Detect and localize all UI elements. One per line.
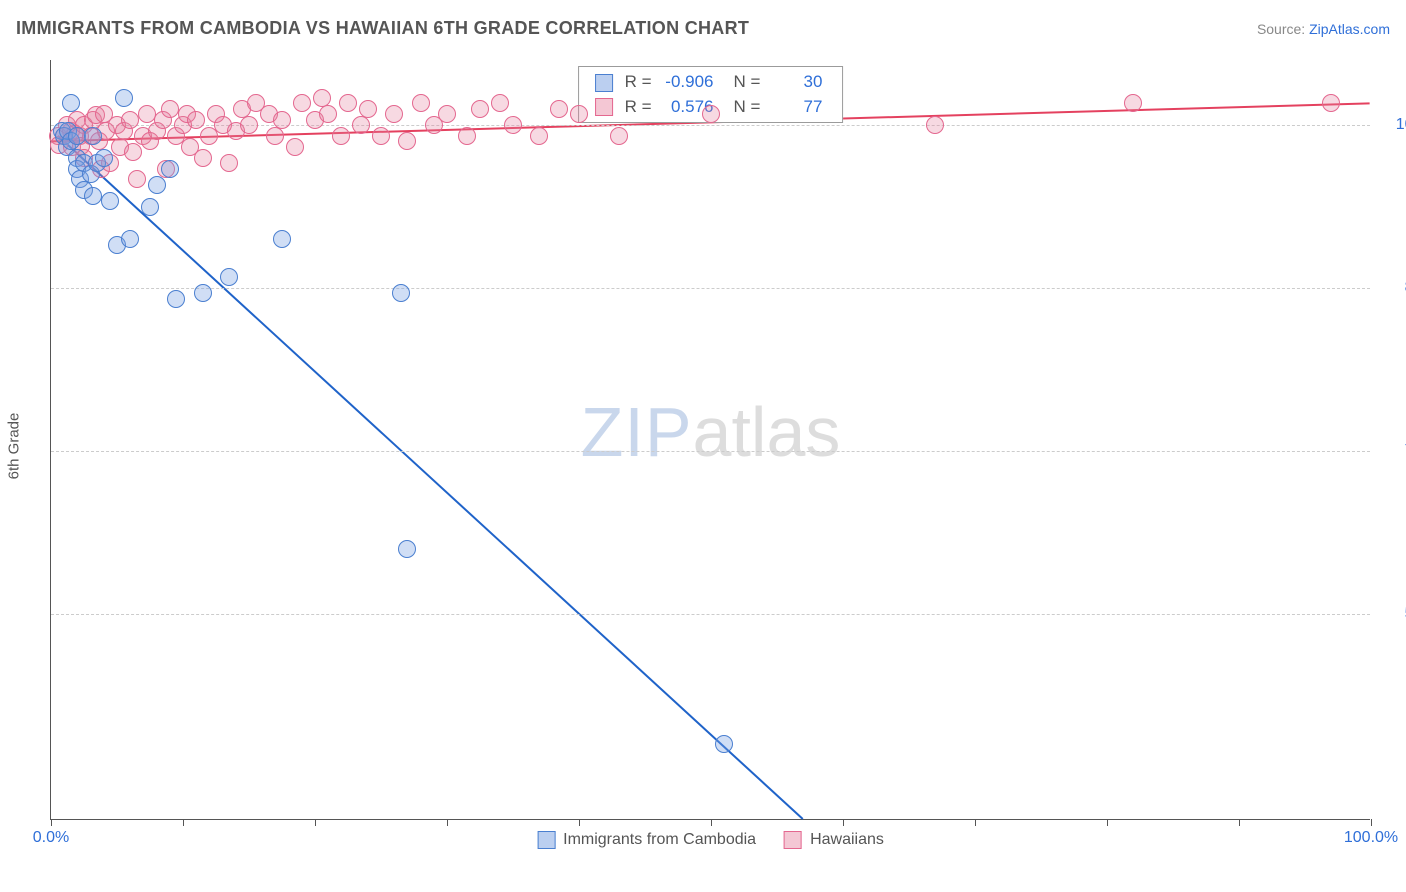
data-point [273, 111, 291, 129]
bottom-legend-label: Hawaiians [810, 831, 884, 849]
legend-stat-row: R =-0.906N =30 [589, 70, 829, 95]
legend-r-label: R = [619, 70, 658, 95]
data-point [187, 111, 205, 129]
data-point [240, 116, 258, 134]
y-tick-label: 55.0% [1380, 605, 1406, 623]
data-point [319, 105, 337, 123]
data-point [121, 230, 139, 248]
data-point [530, 127, 548, 145]
legend-r-value: -0.906 [658, 70, 720, 95]
y-tick-label: 85.0% [1380, 279, 1406, 297]
x-tick-label: 0.0% [33, 829, 69, 847]
x-tick [315, 819, 316, 826]
data-point [161, 100, 179, 118]
data-point [458, 127, 476, 145]
data-point [161, 160, 179, 178]
x-tick [1371, 819, 1372, 826]
x-tick [1239, 819, 1240, 826]
data-point [220, 154, 238, 172]
data-point [62, 94, 80, 112]
data-point [359, 100, 377, 118]
legend-n-label: N = [720, 95, 767, 120]
x-tick [447, 819, 448, 826]
data-point [115, 89, 133, 107]
x-tick [711, 819, 712, 826]
data-point [471, 100, 489, 118]
watermark-zip: ZIP [581, 393, 693, 471]
watermark-atlas: atlas [693, 393, 841, 471]
data-point [84, 187, 102, 205]
data-point [926, 116, 944, 134]
x-tick [975, 819, 976, 826]
data-point [550, 100, 568, 118]
gridline [51, 614, 1370, 615]
gridline [51, 451, 1370, 452]
data-point [398, 540, 416, 558]
data-point [715, 735, 733, 753]
data-point [167, 290, 185, 308]
legend-swatch [784, 831, 802, 849]
data-point [124, 143, 142, 161]
data-point [504, 116, 522, 134]
source-prefix: Source: [1257, 21, 1309, 37]
legend-n-value: 77 [766, 95, 828, 120]
chart-title: IMMIGRANTS FROM CAMBODIA VS HAWAIIAN 6TH… [16, 18, 749, 39]
y-axis-title: 6th Grade [6, 413, 23, 480]
x-tick [183, 819, 184, 826]
data-point [1124, 94, 1142, 112]
data-point [266, 127, 284, 145]
legend-swatch [537, 831, 555, 849]
legend-swatch [595, 98, 613, 116]
legend-n-value: 30 [766, 70, 828, 95]
x-tick-label: 100.0% [1344, 829, 1398, 847]
data-point [702, 105, 720, 123]
bottom-legend-item: Immigrants from Cambodia [537, 831, 756, 849]
data-point [293, 94, 311, 112]
y-tick-label: 70.0% [1380, 442, 1406, 460]
data-point [141, 198, 159, 216]
data-point [372, 127, 390, 145]
y-tick-label: 100.0% [1380, 116, 1406, 134]
legend-r-label: R = [619, 95, 658, 120]
watermark: ZIPatlas [581, 392, 841, 472]
data-point [194, 149, 212, 167]
source-attribution: Source: ZipAtlas.com [1257, 21, 1390, 37]
data-point [148, 176, 166, 194]
bottom-legend: Immigrants from Cambodia Hawaiians [537, 831, 884, 849]
data-point [610, 127, 628, 145]
trend-lines [51, 60, 1370, 819]
data-point [398, 132, 416, 150]
data-point [352, 116, 370, 134]
bottom-legend-item: Hawaiians [784, 831, 884, 849]
plot-area: ZIPatlas R =-0.906N =30R =0.576N =77 Imm… [50, 60, 1370, 820]
data-point [273, 230, 291, 248]
data-point [438, 105, 456, 123]
legend-n-label: N = [720, 70, 767, 95]
data-point [220, 268, 238, 286]
data-point [339, 94, 357, 112]
data-point [84, 127, 102, 145]
data-point [412, 94, 430, 112]
gridline [51, 288, 1370, 289]
bottom-legend-label: Immigrants from Cambodia [563, 831, 756, 849]
data-point [101, 192, 119, 210]
data-point [286, 138, 304, 156]
data-point [332, 127, 350, 145]
data-point [385, 105, 403, 123]
x-tick [843, 819, 844, 826]
source-link[interactable]: ZipAtlas.com [1309, 21, 1390, 37]
x-tick [579, 819, 580, 826]
x-tick [1107, 819, 1108, 826]
data-point [570, 105, 588, 123]
data-point [95, 149, 113, 167]
x-tick [51, 819, 52, 826]
legend-swatch [595, 74, 613, 92]
data-point [121, 111, 139, 129]
data-point [491, 94, 509, 112]
data-point [392, 284, 410, 302]
data-point [1322, 94, 1340, 112]
data-point [194, 284, 212, 302]
data-point [128, 170, 146, 188]
